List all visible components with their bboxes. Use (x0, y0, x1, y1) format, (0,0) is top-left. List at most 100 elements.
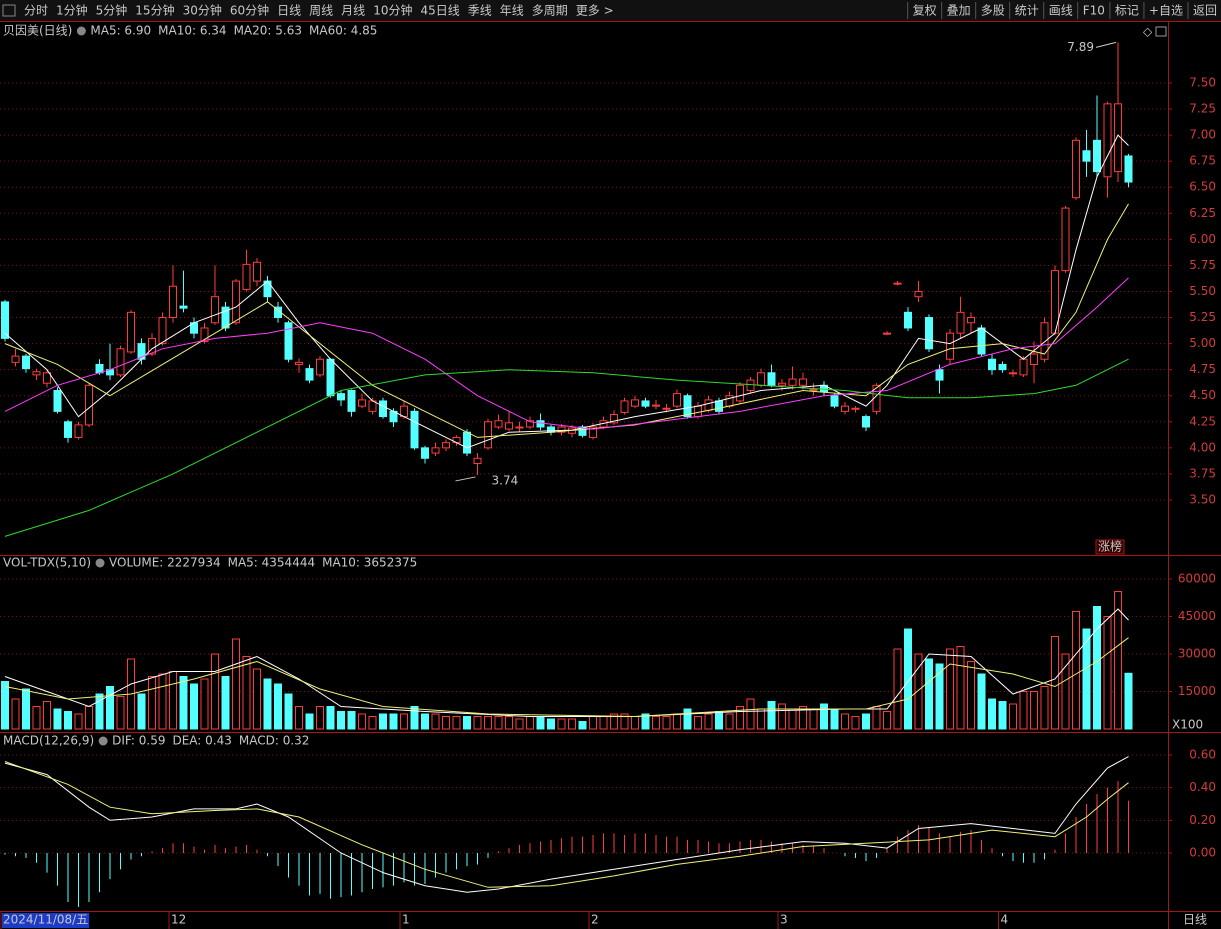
candle-body (1019, 358, 1028, 376)
candle-body (253, 261, 261, 282)
toolbar-item[interactable]: 多股 (981, 4, 1005, 18)
candle-body (557, 426, 566, 433)
candle-body (694, 405, 702, 418)
tag-box (1095, 539, 1125, 555)
volume-bar (599, 716, 608, 730)
toolbar-item[interactable]: +自选 (1149, 4, 1183, 18)
y-tick-label: 5.25 (1189, 310, 1216, 324)
toolbar-item[interactable]: 45日线 (420, 4, 459, 18)
candle-body (64, 421, 72, 438)
legend-entry: MA5: 4354444 (228, 556, 316, 570)
candle-body (547, 426, 555, 433)
volume-bar (1114, 591, 1122, 730)
candle-body (935, 369, 944, 381)
candle-body (232, 280, 240, 324)
annotation: 3.74 (492, 473, 519, 487)
toolbar-item[interactable]: 日线 (277, 4, 301, 18)
toolbar-item[interactable]: 分时 (24, 4, 48, 18)
candle-body (1072, 139, 1080, 199)
toolbar-item[interactable]: 季线 (468, 4, 492, 18)
candle-body (652, 404, 660, 407)
candle-body (43, 372, 51, 384)
volume-bar (778, 703, 786, 730)
toolbar-item[interactable]: F10 (1083, 4, 1105, 18)
volume-bar (673, 713, 681, 730)
volume-bar (274, 683, 282, 730)
volume-bar (1051, 636, 1059, 730)
volume-bar (820, 703, 828, 730)
volume-bar (337, 711, 345, 730)
toolbar-item[interactable]: 多周期 (532, 4, 568, 18)
toolbar-item[interactable]: 统计 (1015, 4, 1039, 18)
toolbar-item[interactable]: 更多 > (576, 4, 614, 18)
volume-bar (610, 713, 618, 730)
period-label: 日线 (1183, 913, 1207, 927)
toolbar-item[interactable]: 复权 (913, 4, 937, 18)
candle-body (925, 317, 933, 350)
volume-bar (830, 708, 839, 730)
candle-body (421, 447, 429, 459)
annotation-arrow (1095, 41, 1117, 48)
candle-body (1114, 103, 1122, 173)
dropdown-icon[interactable] (98, 736, 108, 746)
volume-bar (956, 646, 965, 730)
candle-body (1093, 139, 1101, 173)
icon[interactable]: ◇ (1143, 25, 1153, 39)
candle-body (536, 420, 545, 428)
toolbar-item[interactable]: 返回 (1193, 4, 1217, 18)
volume-bar (736, 706, 744, 730)
y-tick-label: 0.60 (1189, 747, 1216, 761)
line (4, 203, 1129, 438)
dropdown-icon[interactable] (76, 26, 86, 36)
candle-body (620, 400, 629, 413)
line (4, 761, 1129, 888)
volume-bar (221, 676, 230, 730)
volume-bar (200, 678, 209, 730)
volume-bar (53, 708, 62, 730)
toolbar-item[interactable]: 月线 (341, 4, 365, 18)
y-tick-label: 0.40 (1189, 780, 1216, 794)
toolbar-item[interactable]: 周线 (309, 4, 333, 18)
toolbar-item[interactable]: 5分钟 (96, 3, 128, 18)
volume-bar (85, 706, 93, 730)
volume-bar (547, 718, 555, 730)
candle-body (484, 421, 492, 449)
volume-bar (473, 716, 482, 730)
candle-body (862, 416, 870, 428)
volume-bar (1093, 606, 1101, 730)
toolbar-item[interactable]: 叠加 (947, 4, 971, 18)
candle-body (631, 399, 639, 407)
dropdown-icon[interactable] (95, 558, 105, 568)
toolbar-item[interactable]: 标记 (1115, 4, 1139, 18)
candle-body (715, 400, 723, 412)
y-tick-label: 4.25 (1189, 414, 1216, 428)
candle-body (578, 426, 587, 436)
icon[interactable] (1155, 26, 1167, 37)
toolbar-item[interactable]: 10分钟 (373, 3, 412, 18)
toolbar-item[interactable]: 60分钟 (230, 3, 269, 18)
toolbar-item[interactable]: 30分钟 (183, 3, 222, 18)
volume-bar (190, 683, 198, 730)
candle-body (967, 317, 975, 324)
y-tick-label: 7.25 (1189, 102, 1216, 116)
volume-bar (862, 713, 870, 730)
y-tick-label: 5.00 (1189, 336, 1216, 350)
candle-body (1040, 322, 1049, 360)
volume-bar (452, 716, 461, 730)
volume-bar (704, 713, 713, 730)
toolbar-item[interactable]: 年线 (500, 4, 524, 18)
candle-body (32, 371, 41, 376)
x-tick-label: 2 (591, 913, 599, 927)
legend-entry: MA20: 5.63 (234, 24, 302, 38)
toolbar-item[interactable]: 画线 (1049, 4, 1073, 18)
menu-icon[interactable] (2, 4, 16, 17)
toolbar-item[interactable]: 1分钟 (56, 3, 88, 18)
volume-bar (11, 698, 20, 730)
candle-body (1082, 150, 1091, 162)
toolbar-item[interactable]: 15分钟 (135, 3, 174, 18)
volume-bar (641, 713, 650, 730)
volume-bar (431, 713, 440, 730)
volume-bar (484, 716, 492, 730)
volume-bar (883, 711, 891, 730)
